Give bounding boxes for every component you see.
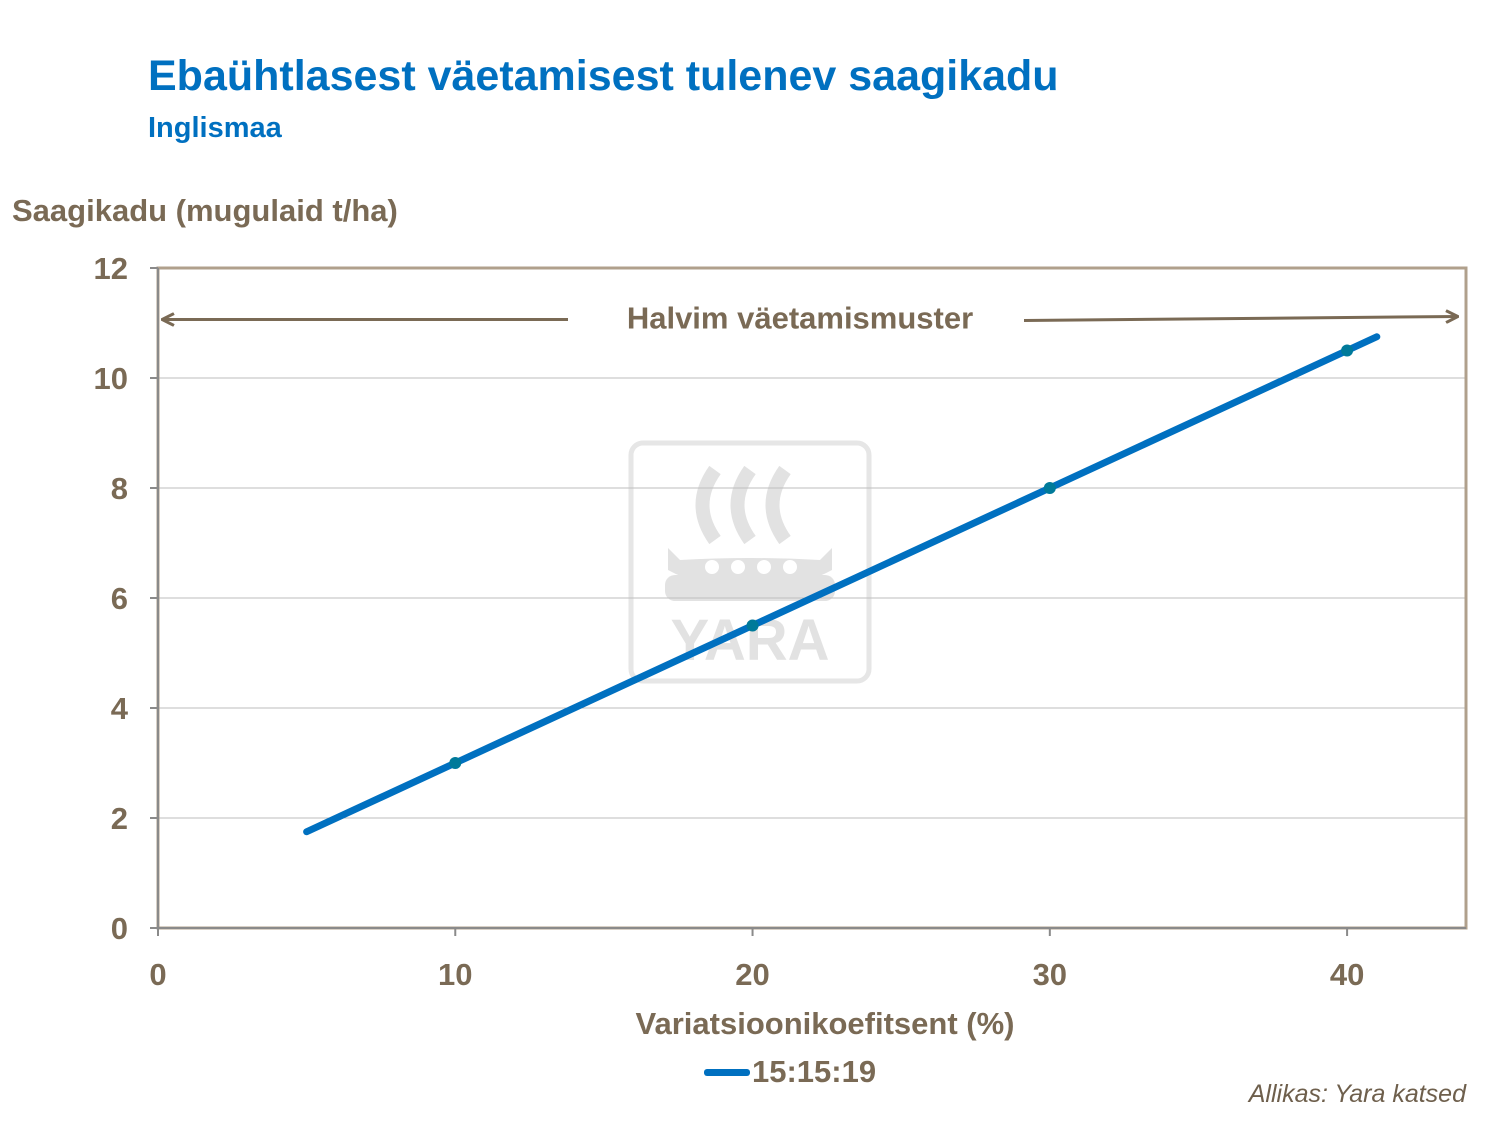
y-tick-label: 10 [94, 361, 128, 396]
y-tick-label: 2 [111, 801, 128, 836]
y-tick-label: 12 [94, 251, 128, 286]
data-point [1043, 482, 1056, 494]
x-tick-label: 30 [1033, 957, 1067, 992]
y-tick-label: 6 [111, 581, 128, 616]
series-15-15-19 [303, 333, 1381, 836]
y-tick-label: 0 [111, 911, 128, 946]
x-tick-label: 0 [149, 957, 166, 992]
legend-line-swatch [704, 1068, 750, 1076]
x-tick-label: 40 [1330, 957, 1364, 992]
chart-subtitle: Inglismaa [148, 112, 282, 144]
data-point [449, 757, 462, 769]
series-line [303, 333, 1381, 836]
legend: 15:15:19 [704, 1054, 876, 1090]
chart-title: Ebaühtlasest väetamisest tulenev saagika… [148, 52, 1059, 100]
y-tick-label: 4 [111, 691, 129, 726]
gridlines [158, 377, 1466, 819]
watermark-text: YARA [670, 608, 829, 673]
yara-logo-watermark: YARA [628, 440, 872, 684]
x-axis-label: Variatsioonikoefitsent (%) [635, 1006, 1015, 1041]
data-point [1341, 344, 1354, 357]
x-tick-label: 10 [438, 957, 472, 992]
annotation-label: Halvim väetamismuster [627, 301, 973, 336]
tick-labels: 0 2 4 6 8 10 12 0 10 20 30 40 [94, 251, 1365, 992]
y-tick-label: 8 [111, 471, 128, 506]
annotation-arrow-right [1023, 317, 1458, 321]
source-note: Allikas: Yara katsed [1248, 1080, 1466, 1108]
worst-pattern-annotation: Halvim väetamismuster [162, 301, 1458, 336]
axes [150, 267, 1466, 936]
data-point [746, 619, 759, 632]
x-tick-label: 20 [735, 957, 769, 992]
y-axis-label: Saagikadu (mugulaid t/ha) [12, 193, 398, 228]
legend-label: 15:15:19 [752, 1054, 877, 1089]
